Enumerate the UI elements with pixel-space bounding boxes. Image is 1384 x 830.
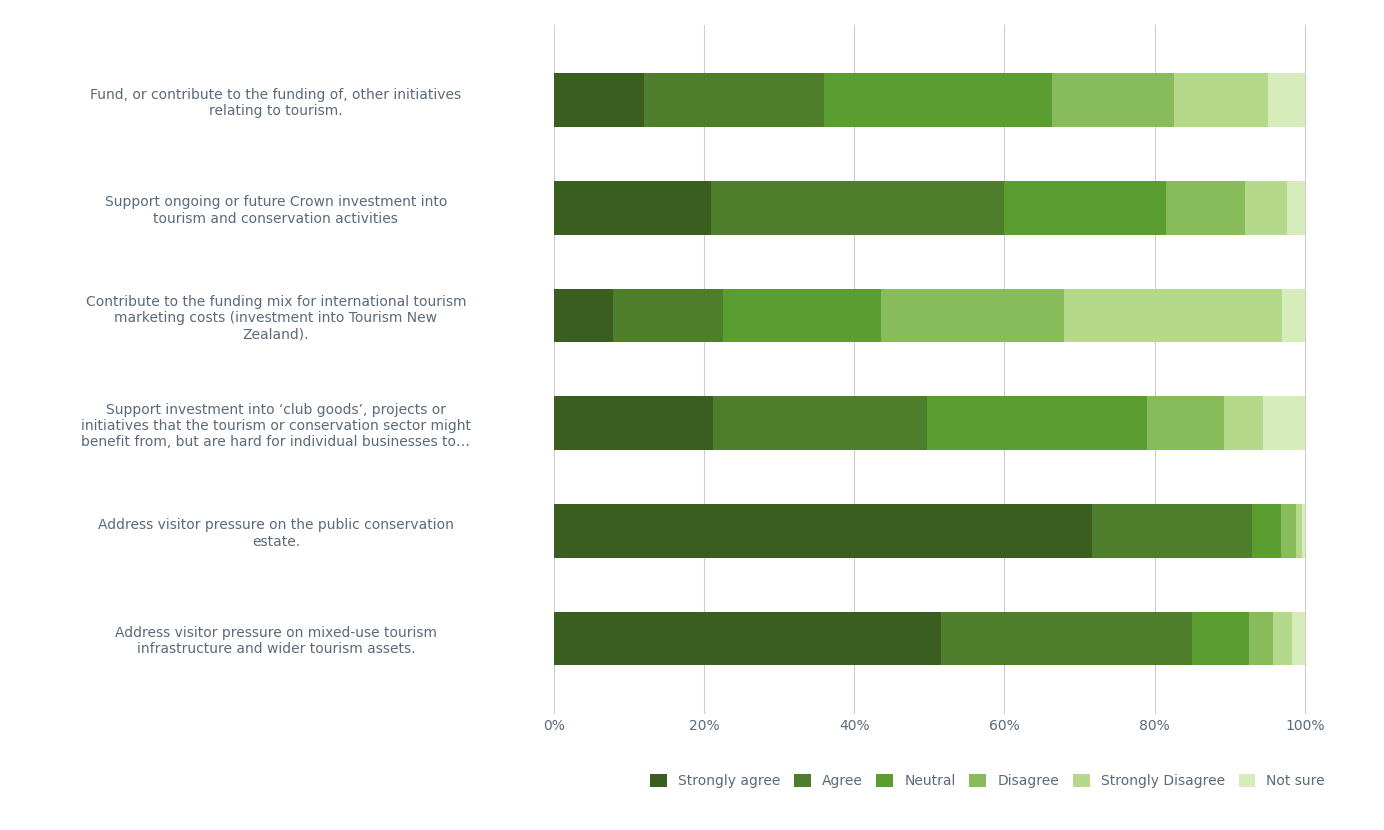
Bar	[1147, 396, 1223, 450]
Bar	[1280, 504, 1297, 558]
Bar	[880, 289, 1064, 343]
Bar	[1273, 612, 1293, 666]
Bar	[1174, 73, 1268, 127]
Bar	[713, 396, 927, 450]
Bar	[1293, 612, 1305, 666]
Bar	[1253, 504, 1280, 558]
Bar	[1302, 504, 1305, 558]
Bar	[927, 396, 1147, 450]
Bar	[1223, 396, 1264, 450]
Bar	[941, 612, 1192, 666]
Bar	[1282, 289, 1305, 343]
Bar	[554, 181, 711, 235]
Bar	[1297, 504, 1302, 558]
Bar	[554, 396, 713, 450]
Bar	[554, 289, 613, 343]
Bar	[1244, 181, 1287, 235]
Bar	[1287, 181, 1305, 235]
Bar	[1268, 73, 1305, 127]
Bar	[711, 181, 1005, 235]
Bar	[722, 289, 880, 343]
Bar	[823, 73, 1052, 127]
Bar	[1250, 612, 1273, 666]
Bar	[644, 73, 823, 127]
Bar	[1264, 396, 1305, 450]
Bar	[1064, 289, 1282, 343]
Bar	[1192, 612, 1250, 666]
Bar	[1005, 181, 1167, 235]
Bar	[554, 504, 1092, 558]
Bar	[1092, 504, 1253, 558]
Bar	[613, 289, 722, 343]
Legend: Strongly agree, Agree, Neutral, Disagree, Strongly Disagree, Not sure: Strongly agree, Agree, Neutral, Disagree…	[645, 769, 1330, 794]
Bar	[1052, 73, 1174, 127]
Bar	[1167, 181, 1244, 235]
Bar	[554, 612, 941, 666]
Bar	[554, 73, 644, 127]
